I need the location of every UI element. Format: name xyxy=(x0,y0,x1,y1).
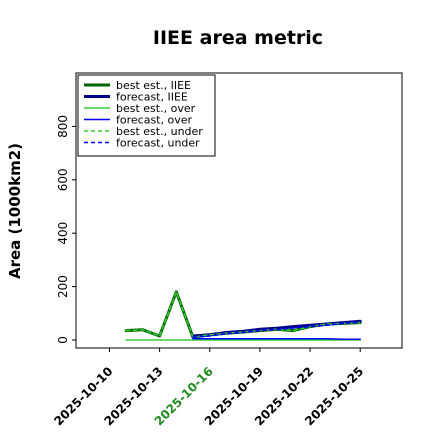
y-tick-label-3: 600 xyxy=(56,168,70,191)
legend-label-1: forecast, IIEE xyxy=(116,91,188,104)
y-tick-label-4: 800 xyxy=(56,115,70,138)
chart-title: IIEE area metric xyxy=(153,27,323,49)
legend-label-4: best est., under xyxy=(116,125,203,138)
y-axis-label: Area (1000km2) xyxy=(6,143,24,279)
series-line-5 xyxy=(192,321,361,339)
series-line-4 xyxy=(125,291,361,339)
series-group xyxy=(124,290,362,341)
legend-label-5: forecast, under xyxy=(116,137,200,150)
legend-label-0: best est., IIEE xyxy=(116,79,191,92)
legend-label-3: forecast, over xyxy=(116,114,192,127)
y-tick-label-0: 0 xyxy=(56,336,70,344)
y-tick-label-1: 200 xyxy=(56,275,70,298)
plot-area xyxy=(124,290,362,341)
legend-label-2: best est., over xyxy=(116,102,196,115)
series-line-3 xyxy=(192,337,361,340)
plot-frame xyxy=(75,72,403,349)
y-tick-label-2: 400 xyxy=(56,222,70,245)
